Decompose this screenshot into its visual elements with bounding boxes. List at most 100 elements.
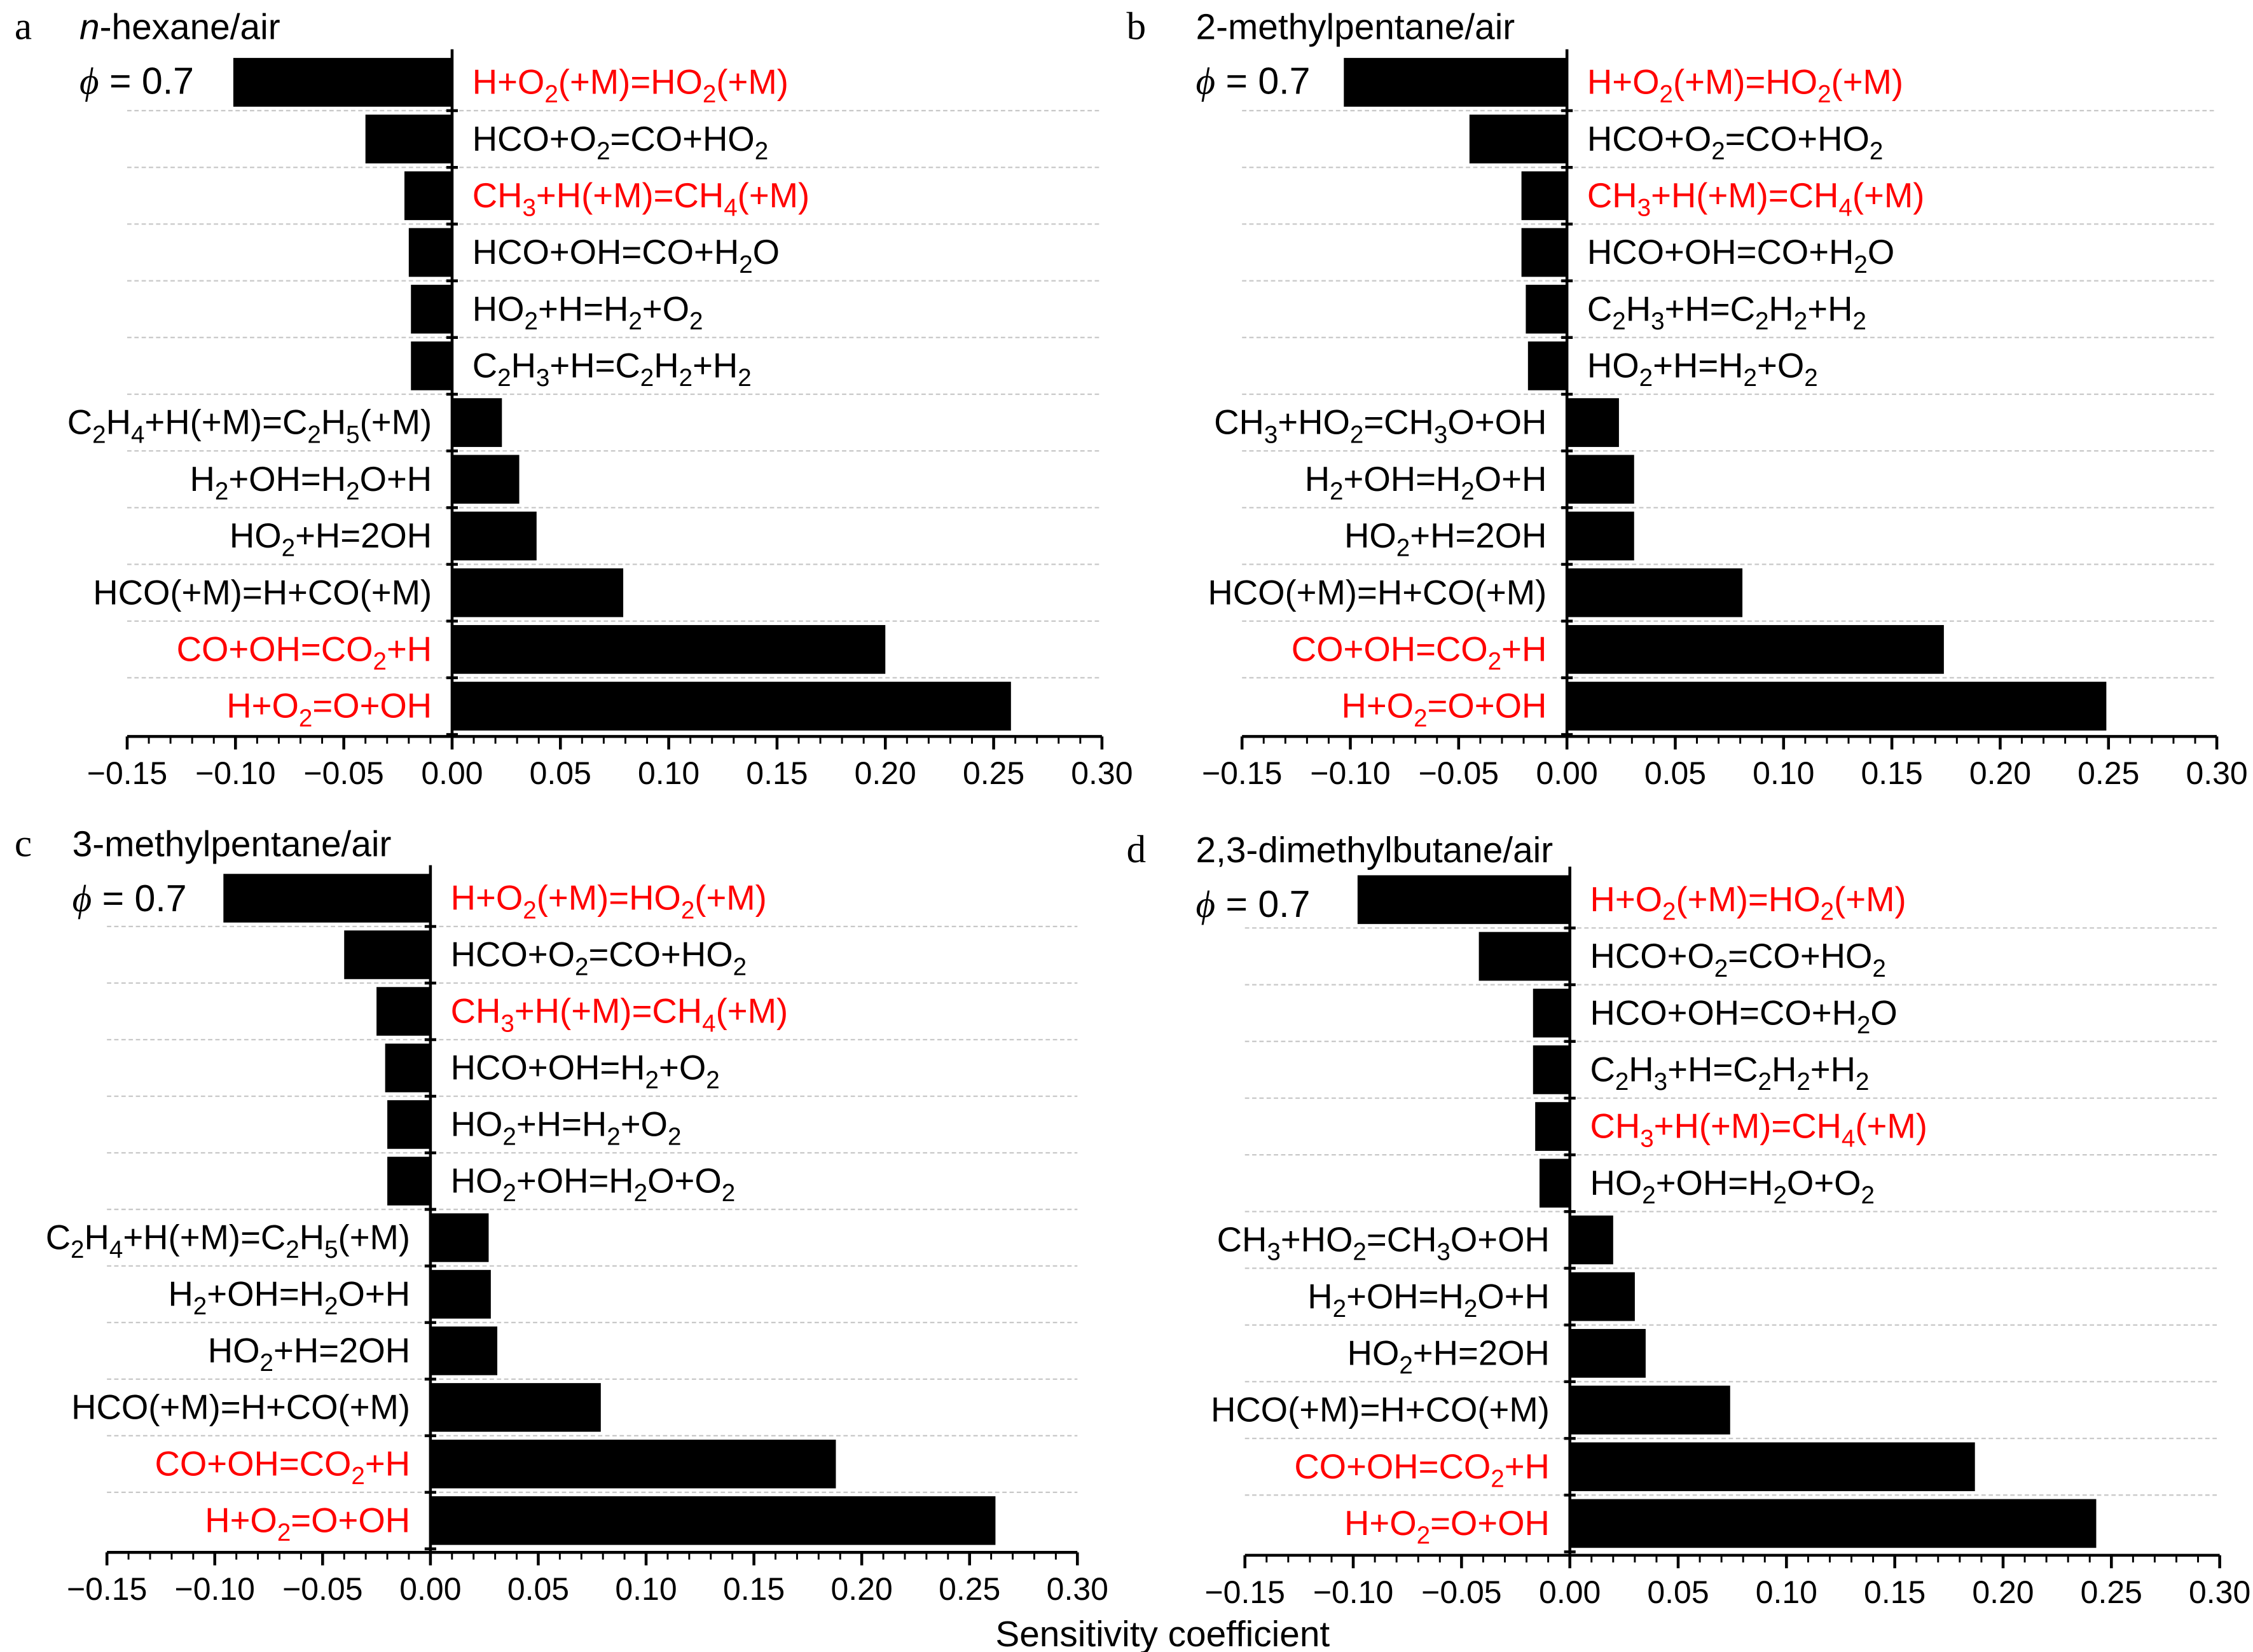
bar <box>451 682 1011 731</box>
equivalence-ratio-annotation: ϕ = 0.7 <box>72 878 187 919</box>
bar <box>404 171 452 221</box>
bar <box>1533 1045 1570 1094</box>
x-tick-label: 0.05 <box>1647 1574 1709 1610</box>
x-axis-label: Sensitivity coefficient <box>995 1614 1330 1652</box>
bar <box>1567 682 2107 731</box>
bar <box>451 511 537 561</box>
bar-label: CO+OH=CO2+H <box>1294 1447 1550 1493</box>
bar <box>451 455 520 504</box>
bar <box>430 1383 601 1432</box>
bar-label: HCO+OH=CO+H2O <box>1587 233 1894 279</box>
x-tick-label: 0.15 <box>1864 1574 1926 1610</box>
bar <box>411 341 452 390</box>
bar <box>451 398 502 447</box>
bar <box>430 1496 996 1545</box>
bar-label: H2+OH=H2O+H <box>190 460 432 506</box>
bar <box>1569 1272 1635 1321</box>
x-tick-label: 0.25 <box>963 755 1024 791</box>
bar <box>1569 1442 1975 1492</box>
x-tick-label: 0.20 <box>1972 1574 2034 1610</box>
bar <box>1569 1499 2097 1548</box>
x-tick-label: 0.30 <box>1047 1571 1108 1607</box>
bar-label: HO2+H=H2+O2 <box>451 1105 682 1151</box>
panel-title: n-hexane/air <box>79 7 280 47</box>
x-tick-label: −0.10 <box>1310 755 1390 791</box>
bar-label: HO2+H=2OH <box>230 516 432 562</box>
bar <box>387 1157 431 1206</box>
x-tick-label: 0.00 <box>1539 1574 1601 1610</box>
bar-label: HO2+H=2OH <box>1344 516 1547 562</box>
bar <box>1478 932 1570 981</box>
bar-label: CH3+H(+M)=CH4(+M) <box>1590 1107 1927 1153</box>
bar-label: HCO+OH=H2+O2 <box>451 1049 720 1094</box>
bar <box>376 987 431 1036</box>
x-tick-label: 0.25 <box>2077 755 2139 791</box>
x-tick-label: 0.20 <box>1969 755 2031 791</box>
panel-a: a n-hexane/air ϕ = 0.7 H+O2(+M)=HO2(+M) HCO+… <box>15 4 1133 791</box>
panel-title: 3-methylpentane/air <box>72 825 392 865</box>
x-tick-label: −0.05 <box>282 1571 362 1607</box>
x-tick-label: 0.10 <box>615 1571 677 1607</box>
bar-label: CO+OH=CO2+H <box>1292 630 1547 675</box>
bar <box>1567 568 1743 617</box>
bar-label: CH3+H(+M)=CH4(+M) <box>1587 176 1924 222</box>
bar <box>1567 398 1619 447</box>
bar-label: H+O2=O+OH <box>226 687 432 733</box>
bar-label: HO2+OH=H2O+O2 <box>1590 1164 1875 1209</box>
x-tick-label: −0.10 <box>1313 1574 1393 1610</box>
bar <box>1569 1386 1730 1435</box>
panel-letter: b <box>1126 4 1146 48</box>
bar-label: HCO(+M)=H+CO(+M) <box>1208 573 1547 612</box>
bar-label: HCO+OH=CO+H2O <box>1590 993 1897 1039</box>
bar-label: CH3+H(+M)=CH4(+M) <box>451 992 788 1038</box>
equivalence-ratio-annotation: ϕ = 0.7 <box>1196 60 1311 102</box>
bar <box>1521 171 1567 221</box>
bar <box>430 1270 491 1319</box>
bar-label: H+O2=O+OH <box>1344 1504 1550 1550</box>
panel-title: 2-methylpentane/air <box>1196 7 1515 47</box>
x-tick-label: −0.05 <box>1421 1574 1501 1610</box>
panel-title: 2,3-dimethylbutane/air <box>1196 830 1554 871</box>
bar <box>385 1043 431 1092</box>
bar-label: HCO(+M)=H+CO(+M) <box>1211 1391 1550 1429</box>
bar <box>1533 988 1570 1038</box>
bar-label: H2+OH=H2O+H <box>168 1275 410 1321</box>
x-tick-label: 0.30 <box>1071 755 1133 791</box>
bar-label: CO+OH=CO2+H <box>177 630 432 675</box>
bar <box>365 114 452 163</box>
bar <box>1540 1159 1570 1208</box>
x-tick-label: 0.25 <box>2081 1574 2142 1610</box>
bar <box>1567 624 1944 674</box>
bar <box>1526 284 1567 334</box>
x-tick-label: 0.05 <box>507 1571 569 1607</box>
x-tick-label: −0.15 <box>1202 755 1282 791</box>
bar-label: C2H3+H=C2H2+H2 <box>1590 1050 1869 1096</box>
bar-label: H+O2=O+OH <box>205 1501 410 1547</box>
bar-label: C2H3+H=C2H2+H2 <box>1587 289 1866 335</box>
bar <box>1569 1328 1646 1378</box>
bar <box>1527 341 1567 390</box>
bar <box>430 1326 498 1375</box>
bar <box>1344 58 1567 107</box>
x-tick-label: 0.10 <box>1756 1574 1817 1610</box>
bar-label: CH3+HO2=CH3O+OH <box>1214 403 1547 449</box>
x-tick-label: 0.30 <box>2189 1574 2250 1610</box>
bar-label: HCO(+M)=H+CO(+M) <box>71 1388 410 1427</box>
x-tick-label: 0.10 <box>1753 755 1814 791</box>
bar <box>387 1100 431 1149</box>
bar-label: H+O2(+M)=HO2(+M) <box>1587 63 1903 109</box>
bar-label: HO2+H=H2+O2 <box>1587 347 1818 392</box>
bar-label: CH3+HO2=CH3O+OH <box>1217 1220 1550 1266</box>
x-tick-label: 0.20 <box>831 1571 893 1607</box>
bar <box>233 58 452 107</box>
bar <box>451 568 624 617</box>
bar <box>408 228 452 277</box>
bar-label: H+O2=O+OH <box>1342 687 1547 733</box>
panel-b: b 2-methylpentane/air ϕ = 0.7 H+O2(+M)=HO2(… <box>1126 4 2247 791</box>
bar-label: HCO+O2=CO+HO2 <box>1587 120 1883 165</box>
equivalence-ratio-annotation: ϕ = 0.7 <box>79 60 194 102</box>
bar <box>1357 875 1570 925</box>
x-tick-label: 0.05 <box>1644 755 1706 791</box>
bar-label: HO2+H=2OH <box>1347 1333 1550 1379</box>
